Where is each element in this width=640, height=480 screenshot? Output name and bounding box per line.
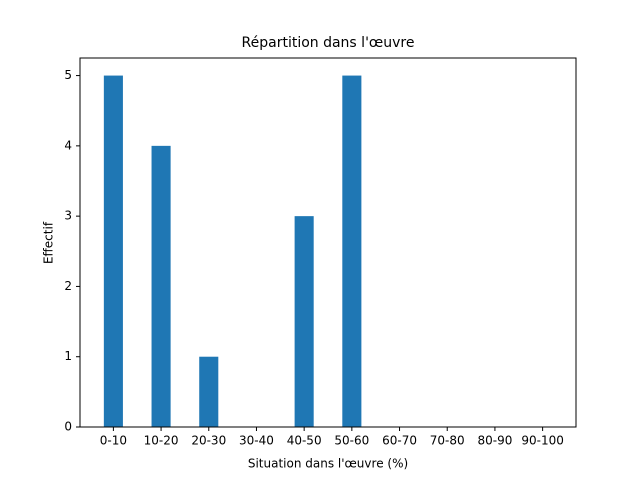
x-tick-label: 30-40	[239, 434, 274, 448]
x-tick-label: 10-20	[144, 434, 179, 448]
x-tick-label: 70-80	[430, 434, 465, 448]
y-tick-label: 3	[64, 209, 72, 223]
y-tick-label: 4	[64, 138, 72, 152]
bar	[294, 216, 314, 427]
bar	[151, 145, 171, 427]
plot-frame	[79, 57, 577, 428]
y-tick-label: 1	[64, 349, 72, 363]
bar	[342, 75, 362, 428]
bar	[103, 75, 123, 428]
x-tick-label: 0-10	[100, 434, 127, 448]
x-tick-label: 80-90	[477, 434, 512, 448]
bar	[199, 356, 219, 427]
x-tick-label: 90-100	[521, 434, 564, 448]
x-axis-label: Situation dans l'œuvre (%)	[248, 457, 408, 471]
chart-title: Répartition dans l'œuvre	[242, 35, 415, 51]
x-tick-label: 20-30	[191, 434, 226, 448]
y-axis-label: Effectif	[42, 221, 56, 264]
y-tick-label: 0	[64, 420, 72, 434]
x-tick-label: 40-50	[287, 434, 322, 448]
x-tick-label: 50-60	[334, 434, 369, 448]
y-tick-label: 5	[64, 68, 72, 82]
x-tick-label: 60-70	[382, 434, 417, 448]
y-tick-label: 2	[64, 279, 72, 293]
